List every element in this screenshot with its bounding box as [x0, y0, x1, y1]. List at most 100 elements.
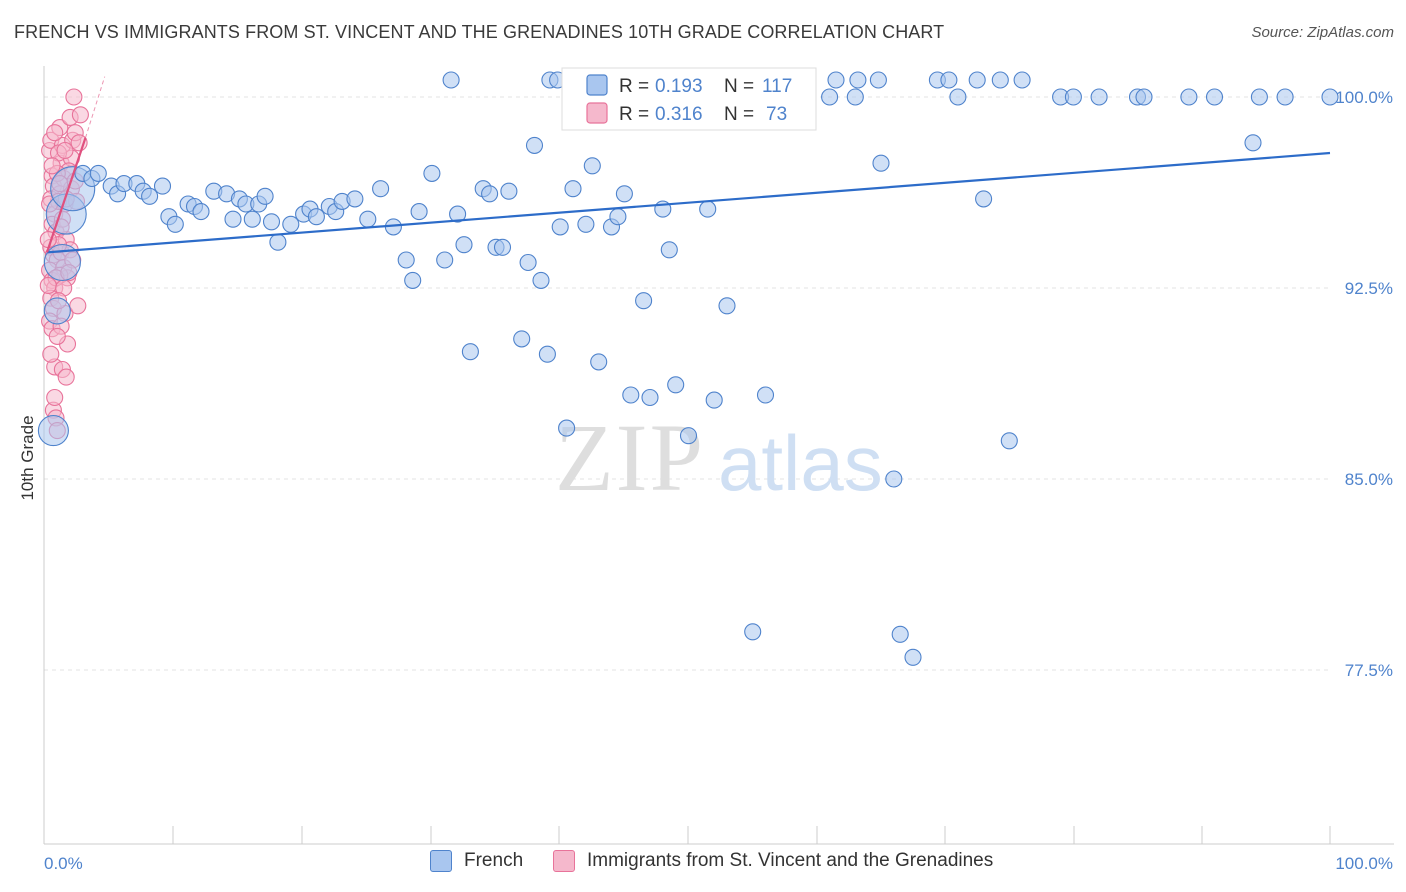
- data-point: [423, 164, 441, 182]
- data-point: [39, 276, 57, 295]
- data-point: [224, 210, 242, 228]
- y-tick-label: 77.5%: [1345, 661, 1393, 680]
- data-point: [1276, 88, 1294, 106]
- data-point: [442, 71, 460, 89]
- data-point: [436, 251, 454, 269]
- data-point: [667, 376, 685, 394]
- legend-r-label: R =: [619, 76, 649, 97]
- gridlines: [44, 96, 1330, 671]
- data-point: [256, 187, 274, 205]
- data-point: [307, 208, 325, 226]
- data-point: [756, 386, 775, 404]
- data-point: [609, 208, 627, 226]
- data-point: [461, 343, 479, 361]
- data-point: [968, 71, 986, 89]
- data-point: [1244, 134, 1262, 152]
- data-point: [641, 388, 659, 407]
- data-point: [718, 297, 736, 315]
- y-axis-title: 10th Grade: [18, 415, 37, 500]
- data-point: [1250, 88, 1268, 106]
- data-point: [269, 233, 287, 251]
- data-point: [69, 297, 87, 315]
- legend-item-immigrants[interactable]: Immigrants from St. Vincent and the Gren…: [553, 850, 993, 872]
- data-point: [57, 368, 75, 386]
- data-point: [1321, 88, 1339, 106]
- data-point: [558, 419, 576, 437]
- data-point: [525, 136, 544, 154]
- data-point: [679, 427, 698, 445]
- y-tick-label: 92.5%: [1345, 279, 1393, 298]
- data-point: [166, 215, 184, 233]
- data-point: [359, 210, 377, 228]
- data-point: [262, 213, 281, 231]
- data-point: [481, 185, 499, 203]
- data-point: [615, 185, 633, 203]
- legend-r-value: 0.193: [655, 76, 703, 97]
- french-trendline: [46, 151, 1331, 254]
- data-point: [1205, 88, 1224, 106]
- legend-r-value: 0.316: [655, 104, 703, 125]
- watermark-zip: ZIP: [555, 404, 705, 511]
- data-point: [635, 292, 653, 310]
- blue-series-points: [37, 71, 1339, 666]
- data-point: [43, 157, 61, 175]
- data-point: [660, 241, 678, 259]
- data-point: [975, 190, 993, 208]
- data-point: [949, 88, 967, 106]
- y-tick-label: 100.0%: [1335, 88, 1393, 107]
- y-tick-labels: 77.5% 85.0% 92.5% 100.0%: [1335, 88, 1393, 680]
- data-point: [410, 203, 428, 221]
- data-point: [1064, 88, 1082, 106]
- data-point: [583, 157, 601, 175]
- data-point: [705, 391, 723, 409]
- immigrants-trendline-extension: [85, 76, 106, 138]
- legend-n-label: N =: [724, 76, 754, 97]
- x-tick-label: 0.0%: [44, 854, 83, 873]
- data-point: [827, 71, 845, 89]
- data-point: [904, 648, 922, 666]
- data-point: [1180, 88, 1198, 106]
- data-point: [397, 251, 415, 269]
- chart-title: FRENCH VS IMMIGRANTS FROM ST. VINCENT AN…: [14, 22, 945, 42]
- data-point: [1090, 88, 1108, 106]
- data-point: [872, 154, 890, 172]
- legend-swatch-pink: [586, 102, 608, 124]
- watermark-atlas: atlas: [718, 419, 883, 507]
- data-point: [346, 190, 364, 208]
- data-point: [846, 88, 864, 106]
- x-tick-labels: 0.0% 100.0%: [44, 854, 1393, 873]
- source-credit[interactable]: Source: ZipAtlas.com: [1251, 24, 1394, 41]
- data-point: [622, 386, 640, 404]
- data-point: [153, 177, 172, 195]
- data-point: [590, 353, 608, 371]
- data-point: [43, 243, 81, 282]
- data-point: [564, 180, 582, 198]
- data-point: [493, 238, 512, 256]
- series-legend: French Immigrants from St. Vincent and t…: [0, 850, 1406, 880]
- data-point: [532, 271, 550, 289]
- x-tick-label: 100.0%: [1335, 854, 1393, 873]
- data-point: [404, 271, 422, 289]
- data-point: [455, 236, 473, 254]
- data-point: [46, 124, 64, 142]
- legend-r-label: R =: [619, 104, 649, 125]
- data-point: [42, 345, 60, 363]
- data-point: [519, 253, 537, 272]
- data-point: [48, 327, 66, 345]
- data-point: [869, 71, 887, 89]
- legend-item-french[interactable]: French: [430, 850, 523, 872]
- data-point: [1000, 432, 1018, 450]
- data-point: [449, 205, 467, 223]
- immigrants-trendline: [45, 137, 87, 253]
- data-point: [991, 71, 1009, 89]
- data-point: [744, 623, 762, 641]
- data-point: [71, 106, 89, 124]
- data-point: [65, 88, 83, 106]
- data-point: [885, 470, 903, 488]
- legend-n-value: 73: [766, 104, 787, 125]
- data-point: [500, 182, 518, 200]
- data-point: [551, 218, 569, 236]
- y-tick-label: 85.0%: [1345, 470, 1393, 489]
- legend-swatch-blue: [586, 74, 608, 96]
- data-point: [141, 187, 159, 205]
